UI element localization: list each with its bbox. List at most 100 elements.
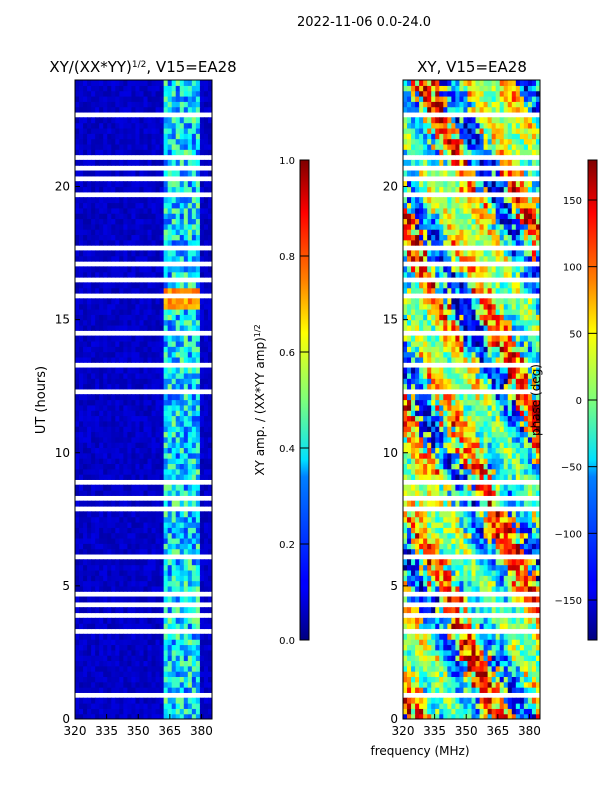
right-heat-cell	[503, 484, 509, 491]
right-heat-cell	[507, 633, 513, 640]
right-heat-cell	[479, 580, 485, 587]
left-heat-cell	[179, 319, 185, 326]
left-heat-cell	[191, 708, 197, 715]
left-heat-cell	[143, 95, 149, 102]
right-heat-cell	[511, 521, 517, 528]
left-heat-cell	[207, 271, 212, 278]
right-heat-cell	[511, 484, 517, 491]
left-heat-cell	[79, 708, 84, 715]
left-heat-cell	[103, 95, 108, 102]
left-heat-cell	[163, 703, 169, 709]
left-heat-cell	[91, 117, 96, 124]
right-heat-cell	[419, 564, 424, 571]
left-heat-cell	[167, 223, 173, 230]
left-heat-cell	[103, 394, 108, 401]
left-heat-cell	[139, 340, 145, 347]
left-heat-cell	[87, 207, 92, 214]
right-heat-cell	[495, 559, 501, 566]
left-heat-cell	[199, 575, 205, 582]
left-heat-cell	[143, 681, 149, 688]
left-heat-cell	[95, 490, 100, 496]
right-heat-cell	[431, 521, 436, 528]
left-heat-cell	[75, 537, 80, 544]
left-heat-cell	[207, 106, 212, 113]
left-heat-cell	[75, 596, 80, 603]
left-heat-cell	[151, 335, 157, 342]
left-heat-cell	[163, 314, 169, 321]
right-heat-cell	[475, 687, 481, 693]
left-heat-cell	[115, 660, 120, 667]
left-heat-cell	[163, 665, 169, 672]
right-heat-cell	[411, 564, 416, 571]
left-xtick-label: 365	[158, 724, 181, 738]
left-heat-cell	[79, 564, 84, 571]
left-heat-cell	[95, 122, 100, 129]
right-heat-cell	[503, 639, 509, 646]
left-heat-cell	[95, 484, 100, 491]
left-heat-cell	[155, 356, 161, 363]
left-heat-cell	[119, 80, 124, 86]
left-heat-cell	[175, 255, 181, 262]
left-heat-cell	[195, 399, 201, 406]
right-heat-cell	[527, 575, 533, 582]
left-heat-cell	[83, 655, 88, 662]
left-heat-cell	[75, 314, 80, 321]
left-heat-cell	[195, 255, 201, 262]
right-heat-cell	[491, 420, 497, 427]
left-heat-cell	[183, 426, 189, 433]
left-heat-cell	[79, 367, 84, 374]
right-heat-cell	[503, 665, 509, 672]
left-heat-cell	[191, 527, 197, 534]
right-heat-cell	[459, 559, 465, 566]
left-heat-cell	[103, 101, 108, 108]
left-heat-cell	[199, 250, 205, 257]
left-heat-cell	[91, 159, 96, 166]
left-heat-cell	[187, 442, 193, 449]
left-heat-cell	[187, 404, 193, 411]
left-heat-cell	[111, 463, 116, 470]
left-heat-cell	[155, 255, 161, 262]
right-heat-cell	[487, 687, 493, 693]
left-heat-cell	[155, 516, 161, 523]
left-heat-cell	[187, 117, 193, 124]
left-heat-cell	[87, 287, 92, 294]
left-heat-cell	[183, 559, 189, 566]
right-heat-cell	[531, 623, 537, 630]
left-heat-cell	[175, 703, 181, 709]
left-heat-cell	[127, 255, 133, 262]
left-heat-cell	[95, 681, 100, 688]
left-heat-cell	[207, 500, 212, 507]
left-heat-cell	[163, 676, 169, 683]
left-heat-cell	[187, 282, 193, 289]
right-heat-cell	[487, 474, 493, 480]
right-heat-cell	[427, 703, 432, 709]
right-heat-cell	[535, 463, 540, 470]
left-heat-cell	[107, 202, 112, 209]
left-heat-cell	[207, 575, 212, 582]
right-heat-cell	[491, 442, 497, 449]
left-heat-cell	[199, 697, 205, 704]
left-heat-cell	[143, 239, 149, 246]
left-heat-cell	[107, 607, 112, 614]
left-heat-cell	[183, 298, 189, 305]
right-heat-cell	[523, 649, 529, 656]
left-heat-cell	[199, 585, 205, 592]
right-heat-cell	[403, 708, 408, 715]
left-heat-cell	[111, 340, 116, 347]
left-heat-cell	[159, 415, 165, 422]
right-heat-cell	[411, 623, 416, 630]
right-heat-cell	[411, 548, 416, 555]
left-heat-cell	[135, 314, 141, 321]
right-heat-cell	[459, 458, 465, 464]
left-heat-cell	[151, 218, 157, 225]
left-heat-cell	[79, 559, 84, 566]
right-heat-cell	[411, 687, 416, 693]
left-heat-cell	[159, 644, 165, 651]
left-heat-cell	[127, 319, 133, 326]
left-heat-cell	[187, 426, 193, 433]
left-heat-cell	[155, 559, 161, 566]
left-heat-cell	[115, 468, 120, 475]
left-heat-cell	[131, 649, 137, 656]
left-heat-cell	[147, 181, 153, 188]
left-heat-cell	[203, 351, 209, 358]
